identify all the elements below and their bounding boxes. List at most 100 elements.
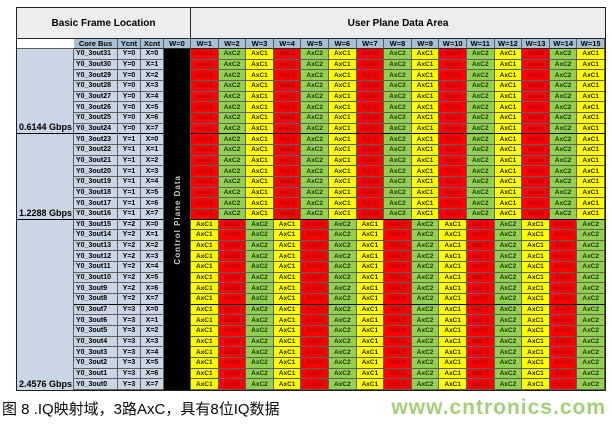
axc-cell: AxC0: [191, 166, 219, 177]
axc-cell: AxC0: [273, 198, 302, 209]
axc-cell: AxC0: [218, 358, 247, 369]
axc-cell: AxC1: [411, 112, 440, 124]
axc-cell: AxC1: [439, 336, 467, 348]
row-label: Y0_3out30: [74, 59, 118, 71]
axc-cell: AxC0: [522, 176, 550, 188]
xcnt-value: X=0: [141, 134, 164, 145]
axc-cell: AxC1: [522, 230, 550, 241]
axc-cell: AxC1: [577, 59, 605, 71]
axc-cell: AxC0: [218, 326, 247, 337]
xcnt-value: X=3: [141, 80, 164, 92]
xcnt-value: X=4: [141, 262, 164, 273]
axc-cell: AxC2: [411, 347, 440, 359]
axc-cell: AxC0: [439, 198, 467, 209]
axc-cell: AxC0: [218, 283, 247, 295]
axc-cell: AxC1: [577, 208, 605, 220]
axc-cell: AxC2: [218, 91, 247, 103]
axc-cell: AxC1: [329, 187, 357, 199]
xcnt-value: X=1: [141, 315, 164, 327]
axc-cell: AxC0: [356, 59, 385, 71]
axc-cell: AxC1: [273, 294, 302, 305]
axc-cell: AxC0: [549, 240, 578, 252]
axc-cell: AxC1: [411, 208, 440, 220]
axc-cell: AxC1: [356, 272, 385, 284]
axc-cell: AxC1: [522, 336, 550, 348]
ycnt-value: Y=3: [118, 326, 141, 337]
axc-cell: AxC0: [218, 315, 247, 327]
xcnt-value: X=5: [141, 187, 164, 199]
axc-cell: AxC2: [494, 240, 523, 252]
user-plane-data-area-header: User Plane Data Area: [191, 8, 605, 39]
axc-cell: AxC0: [467, 358, 495, 369]
axc-cell: AxC1: [329, 80, 357, 92]
axc-cell: AxC1: [577, 123, 605, 135]
row-label: Y0_3out4: [74, 336, 118, 348]
axc-cell: AxC2: [467, 59, 495, 71]
axc-cell: AxC0: [522, 102, 550, 113]
row-label: Y0_3out25: [74, 112, 118, 124]
axc-cell: AxC1: [246, 134, 274, 145]
axc-cell: AxC1: [246, 102, 274, 113]
xcnt-value: X=1: [141, 144, 164, 156]
axc-cell: AxC1: [191, 272, 219, 284]
row-label: Y0_3out9: [74, 283, 118, 295]
axc-cell: AxC0: [384, 326, 412, 337]
ycnt-value: Y=3: [118, 358, 141, 369]
axc-cell: AxC1: [273, 379, 302, 390]
axc-cell: AxC2: [549, 91, 578, 103]
axc-cell: AxC2: [384, 102, 412, 113]
axc-cell: AxC0: [301, 230, 329, 241]
axc-cell: AxC2: [549, 166, 578, 177]
axc-cell: AxC2: [246, 240, 274, 252]
row-label: Y0_3out2: [74, 358, 118, 369]
axc-cell: AxC0: [218, 336, 247, 348]
mapping-table: Basic Frame Location User Plane Data Are…: [16, 7, 606, 391]
axc-cell: AxC1: [577, 198, 605, 209]
core-bus-header: Core Bus: [74, 39, 118, 49]
axc-cell: AxC2: [467, 112, 495, 124]
axc-cell: AxC0: [439, 176, 467, 188]
axc-cell: AxC0: [356, 176, 385, 188]
axc-cell: AxC2: [329, 283, 357, 295]
ycnt-value: Y=0: [118, 102, 141, 113]
axc-cell: AxC1: [494, 176, 523, 188]
axc-cell: AxC2: [384, 59, 412, 71]
axc-cell: AxC1: [522, 283, 550, 295]
axc-cell: AxC1: [577, 102, 605, 113]
axc-cell: AxC2: [494, 219, 523, 231]
axc-cell: AxC0: [549, 219, 578, 231]
w-header: W=12: [494, 39, 523, 49]
axc-cell: AxC2: [411, 272, 440, 284]
axc-cell: AxC0: [467, 219, 495, 231]
axc-cell: AxC1: [522, 315, 550, 327]
axc-cell: AxC2: [494, 251, 523, 263]
axc-cell: AxC1: [329, 70, 357, 81]
axc-cell: AxC2: [549, 155, 578, 167]
axc-cell: AxC1: [577, 144, 605, 156]
axc-cell: AxC0: [301, 315, 329, 327]
axc-cell: AxC2: [411, 251, 440, 263]
axc-cell: AxC0: [301, 379, 329, 390]
axc-cell: AxC0: [384, 262, 412, 273]
axc-cell: AxC1: [246, 123, 274, 135]
axc-cell: AxC2: [218, 59, 247, 71]
axc-cell: AxC2: [329, 368, 357, 380]
xcnt-value: X=6: [141, 112, 164, 124]
axc-cell: AxC2: [494, 294, 523, 305]
axc-cell: AxC2: [246, 368, 274, 380]
axc-cell: AxC1: [577, 91, 605, 103]
axc-cell: AxC0: [356, 112, 385, 124]
axc-cell: AxC2: [411, 358, 440, 369]
ycnt-value: Y=2: [118, 283, 141, 295]
xcnt-value: X=7: [141, 294, 164, 305]
xcnt-value: X=1: [141, 230, 164, 241]
axc-cell: AxC2: [577, 283, 605, 295]
axc-cell: AxC1: [246, 208, 274, 220]
axc-cell: AxC2: [384, 144, 412, 156]
ycnt-value: Y=0: [118, 49, 141, 60]
axc-cell: AxC1: [191, 283, 219, 295]
axc-cell: AxC1: [356, 240, 385, 252]
axc-cell: AxC2: [384, 91, 412, 103]
ycnt-value: Y=0: [118, 80, 141, 92]
